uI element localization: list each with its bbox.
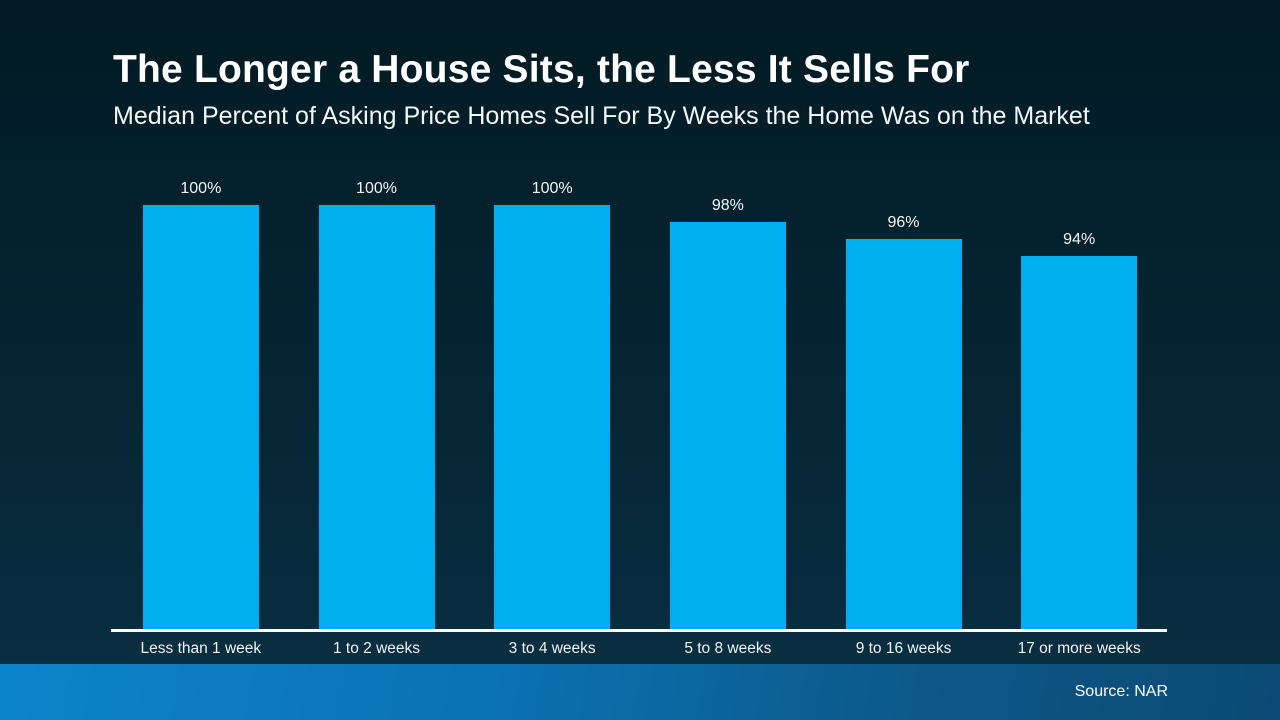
bar-column: 94% xyxy=(991,165,1167,630)
chart-subtitle: Median Percent of Asking Price Homes Sel… xyxy=(113,102,1090,130)
bar-value-label: 98% xyxy=(711,197,744,214)
x-axis-line xyxy=(111,629,1167,632)
bar-value-label: 100% xyxy=(531,180,573,197)
x-axis-category-label: 3 to 4 weeks xyxy=(508,640,596,657)
x-axis-category-label: Less than 1 week xyxy=(140,640,262,657)
bar xyxy=(494,205,611,630)
bar-column: 100% xyxy=(464,165,640,630)
source-band: Source: NAR xyxy=(0,664,1280,720)
x-axis-category-label: 9 to 16 weeks xyxy=(855,640,952,657)
bar-column: 96% xyxy=(816,165,992,630)
bar xyxy=(1021,256,1138,630)
bar xyxy=(845,239,962,630)
bar-value-label: 100% xyxy=(356,180,397,197)
bar-value-label: 100% xyxy=(180,180,222,197)
bar-column: 98% xyxy=(640,165,816,630)
bar-value-label: 94% xyxy=(1063,231,1096,248)
bar-value-label: 96% xyxy=(887,214,920,231)
source-text: Source: NAR xyxy=(1074,683,1168,700)
bar-column: 100% xyxy=(113,165,289,630)
bar-chart-plot: 100% 100% 100% 98% 96% 94% xyxy=(113,165,1167,630)
bar xyxy=(142,205,259,630)
x-axis-category-label: 17 or more weeks xyxy=(1017,640,1141,657)
x-axis-labels: Less than 1 week 1 to 2 weeks 3 to 4 weeks… xyxy=(113,640,1167,658)
x-axis-category-label: 5 to 8 weeks xyxy=(684,640,772,657)
bar-column: 100% xyxy=(289,165,465,630)
chart-title: The Longer a House Sits, the Less It Sel… xyxy=(113,48,970,91)
bar xyxy=(318,205,435,630)
x-axis-category-label: 1 to 2 weeks xyxy=(332,640,421,657)
bar xyxy=(669,222,786,630)
